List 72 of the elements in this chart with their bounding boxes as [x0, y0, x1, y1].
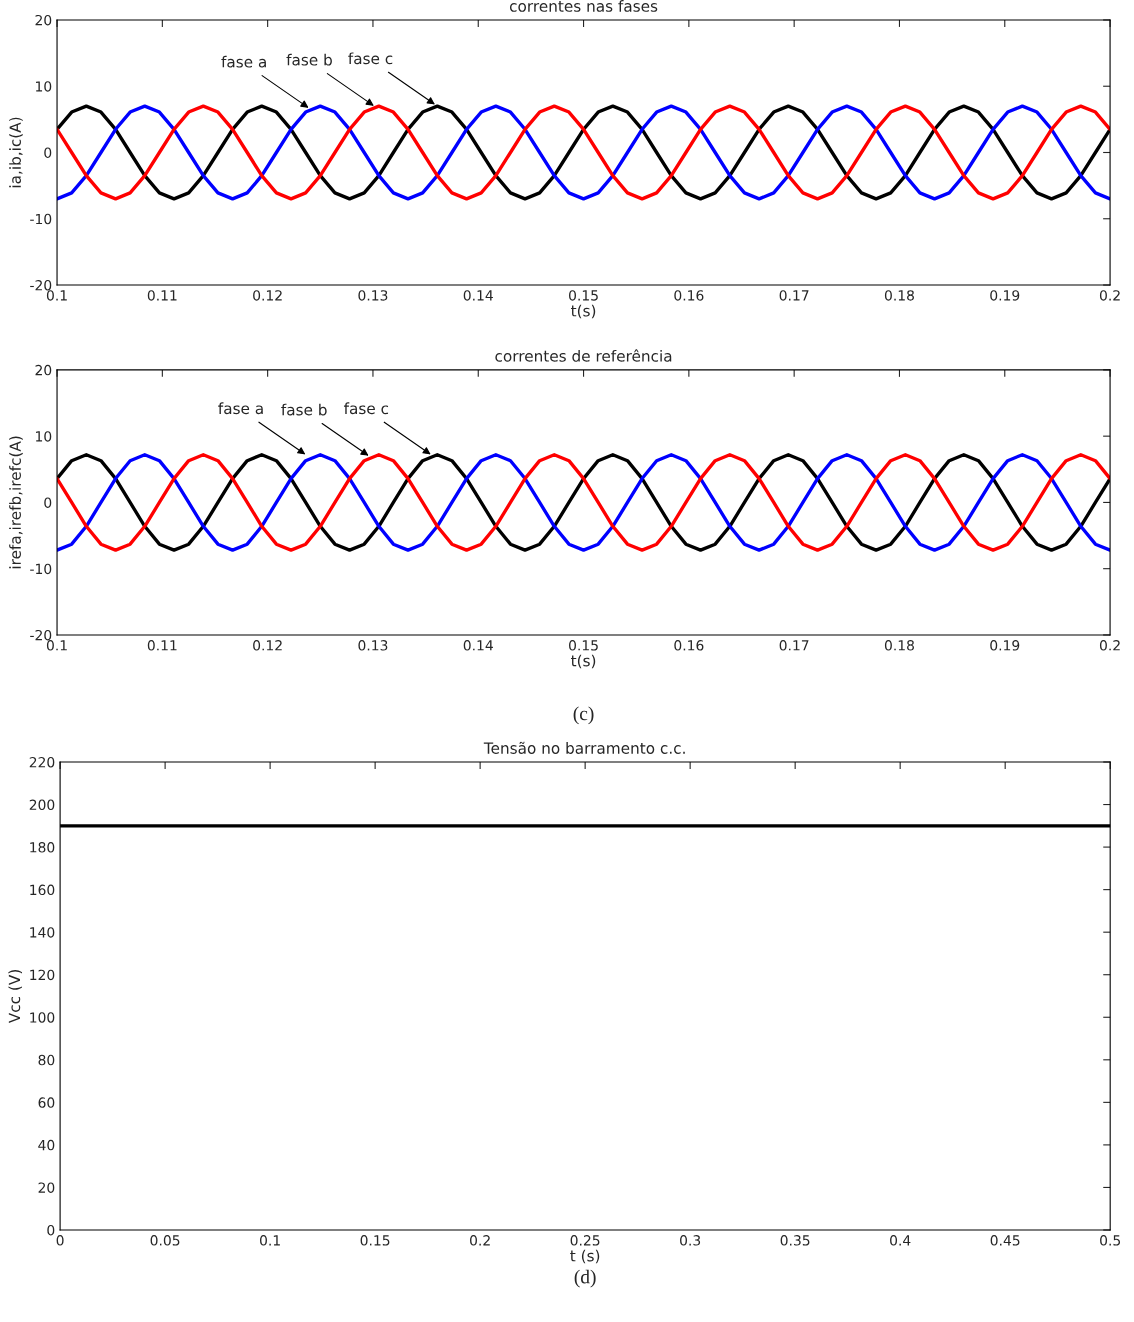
x-tick-label: 0.18 [884, 640, 914, 651]
x-tick-label: 0.15 [569, 290, 598, 301]
x-tick-label: 0.2 [1099, 290, 1120, 301]
y-tick-label: 200 [29, 799, 55, 811]
x-tick-label: 0.25 [570, 1235, 600, 1246]
x-tick-label: 0.14 [463, 640, 493, 651]
annotation: fase c [348, 52, 393, 65]
x-axis-title: t (s) [570, 1249, 600, 1264]
text: (d) [574, 1269, 596, 1288]
annotation: fase b [286, 53, 332, 66]
y-tick-label: 10 [36, 431, 52, 442]
y-tick-label: -10 [30, 563, 52, 575]
y-tick-label: 180 [30, 842, 55, 853]
x-tick-label: 0.16 [674, 640, 704, 651]
x-tick-label: 0.12 [253, 290, 282, 301]
x-tick-label: 0.4 [890, 1235, 911, 1246]
x-tick-label: 0.15 [360, 1235, 390, 1246]
y-tick-label: 60 [38, 1097, 55, 1108]
y-tick-label: 40 [38, 1139, 55, 1151]
y-tick-label: 0 [44, 147, 52, 158]
y-tick-label: -10 [30, 213, 52, 225]
y-tick-label: 140 [30, 927, 55, 938]
x-tick-label: 0.19 [990, 290, 1020, 301]
x-tick-label: 0.14 [463, 290, 493, 301]
x-tick-label: 0.05 [150, 1235, 180, 1246]
y-tick-label: -20 [30, 629, 52, 641]
y-tick-label: -20 [30, 279, 52, 291]
y-tick-label: 120 [30, 969, 55, 981]
y-axis-title: Vcc (V) [8, 970, 23, 1024]
x-tick-label: 0.35 [780, 1235, 810, 1246]
x-tick-label: 0.19 [990, 640, 1020, 651]
y-tick-label: 220 [29, 756, 55, 768]
y-tick-label: 20 [35, 14, 52, 26]
x-tick-label: 0.13 [358, 640, 388, 651]
x-tick-label: 0.3 [680, 1235, 701, 1246]
y-tick-label: 0 [44, 497, 52, 508]
chart-title: Tensão no barramento c.c. [483, 741, 685, 754]
y-tick-label: 20 [38, 1182, 55, 1193]
x-axis-title: t(s) [571, 654, 596, 669]
x-tick-label: 0.17 [779, 640, 809, 651]
chart-title: correntes de referência [495, 349, 672, 362]
chart-title: correntes nas fases [509, 0, 658, 12]
x-tick-label: 0.5 [1100, 1235, 1121, 1246]
x-axis-title: t(s) [571, 304, 596, 319]
x-tick-label: 0.11 [147, 640, 177, 651]
x-tick-label: 0.18 [884, 290, 914, 301]
x-tick-label: 0.17 [779, 290, 809, 301]
x-tick-label: 0.2 [1099, 640, 1120, 651]
text: (c) [573, 706, 594, 725]
y-axis-title: ia,ib,ic(A) [9, 117, 23, 188]
y-tick-label: 0 [47, 1224, 55, 1236]
x-tick-label: 0 [56, 1235, 64, 1246]
annotation: fase a [221, 55, 266, 68]
x-tick-label: 0.1 [259, 1235, 280, 1246]
x-tick-label: 0.12 [253, 640, 282, 651]
y-tick-label: 80 [38, 1054, 55, 1066]
y-tick-label: 100 [30, 1012, 55, 1023]
x-tick-label: 0.13 [358, 290, 388, 301]
x-tick-label: 0.1 [46, 290, 67, 301]
y-tick-label: 160 [30, 884, 55, 896]
x-tick-label: 0.2 [470, 1235, 490, 1246]
annotation: fase a [218, 402, 263, 415]
annotation: fase b [281, 403, 327, 416]
y-tick-label: 20 [35, 364, 52, 376]
x-tick-label: 0.45 [990, 1235, 1020, 1246]
x-tick-label: 0.15 [569, 640, 598, 651]
y-tick-label: 10 [36, 81, 52, 92]
x-tick-label: 0.1 [46, 640, 67, 651]
x-tick-label: 0.11 [147, 290, 177, 301]
y-axis-title: irefa,irefb,irefc(A) [9, 436, 23, 569]
annotation: fase c [343, 402, 389, 415]
x-tick-label: 0.16 [674, 290, 704, 301]
